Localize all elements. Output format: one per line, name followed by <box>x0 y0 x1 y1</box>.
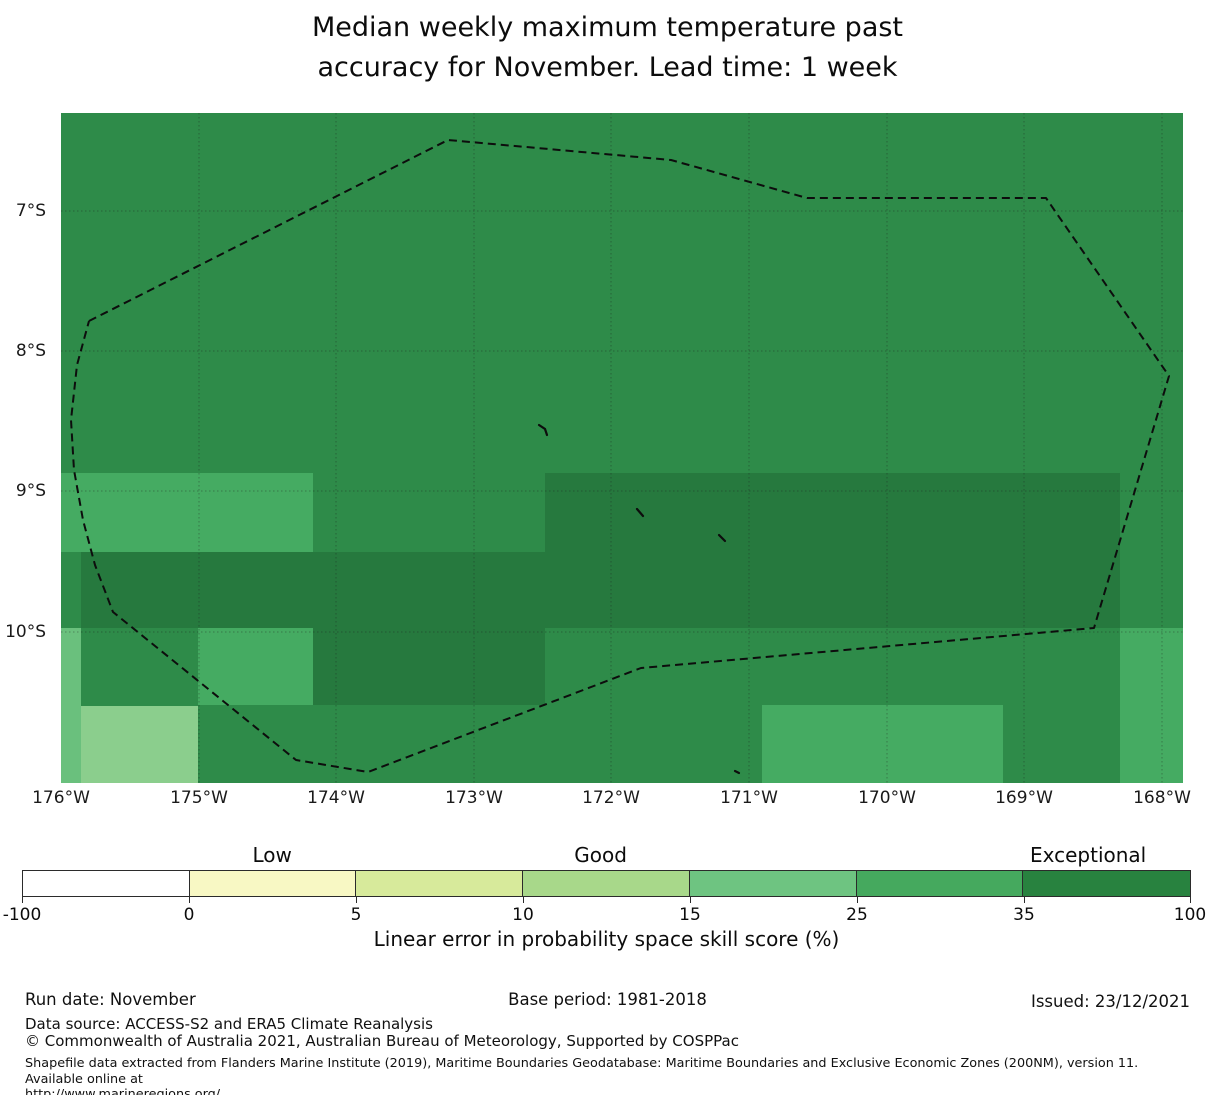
x-tick-label: 175°W <box>170 788 228 808</box>
legend-tick-label: 10 <box>512 905 534 925</box>
legend-tick-mark <box>1190 897 1191 903</box>
skill-map-canvas <box>61 113 1183 783</box>
legend-segment <box>856 871 1024 896</box>
island-mark <box>635 507 645 518</box>
legend-tick-mark <box>356 897 357 903</box>
chart-title-line2: accuracy for November. Lead time: 1 week <box>317 52 898 83</box>
legend-tick-label: 15 <box>679 905 701 925</box>
legend-segment <box>1023 871 1190 896</box>
y-tick-label: 10°S <box>5 622 46 642</box>
x-tick-label: 168°W <box>1133 788 1191 808</box>
map-cell <box>313 552 545 705</box>
y-tick-label: 9°S <box>15 481 46 501</box>
map-area <box>61 113 1183 783</box>
x-tick-label: 176°W <box>32 788 90 808</box>
map-cell <box>1120 628 1183 783</box>
y-tick-label: 7°S <box>15 201 46 221</box>
legend-tick-label: 0 <box>183 905 195 925</box>
y-tick-label: 8°S <box>15 341 46 361</box>
legend-tick-label: -100 <box>2 905 42 925</box>
legend-category-label: Good <box>574 843 627 867</box>
y-axis: 7°S 8°S 9°S 10°S <box>0 113 52 783</box>
x-axis: 176°W 175°W 174°W 173°W 172°W 171°W 170°W 169°W… <box>32 788 1191 812</box>
map-cell <box>198 628 313 705</box>
island-mark <box>733 769 741 775</box>
map-cell <box>81 552 313 628</box>
colorbar: Low Good Exceptional -100 0 5 10 15 25 35 100 Lin… <box>3 843 1207 953</box>
legend-segment <box>356 871 524 896</box>
legend-segment <box>23 871 190 896</box>
legend-category-label: Low <box>252 843 292 867</box>
colorbar-caption: Linear error in probability space skill … <box>373 927 840 951</box>
legend-tick-label: 35 <box>1013 905 1035 925</box>
x-tick-label: 171°W <box>720 788 778 808</box>
base-period: Base period: 1981-2018 <box>508 990 707 1009</box>
legend-tick-label: 100 <box>1173 905 1207 925</box>
legend-segment <box>689 871 857 896</box>
legend-tick-label: 5 <box>350 905 362 925</box>
legend-tick-mark <box>189 897 190 903</box>
legend-segment <box>189 871 357 896</box>
legend-tick-mark <box>523 897 524 903</box>
map-cell <box>81 706 198 783</box>
run-date: Run date: November <box>25 990 196 1009</box>
legend-category-label: Exceptional <box>1030 843 1147 867</box>
shapefile-note-line2: http://www.marineregions.org/. <box>25 1087 225 1095</box>
legend-tick-mark <box>1024 897 1025 903</box>
shapefile-note-line1: Shapefile data extracted from Flanders M… <box>25 1056 1139 1087</box>
chart-title: Median weekly maximum temperature past a… <box>0 8 1215 88</box>
legend-tick-mark <box>857 897 858 903</box>
issued-date: Issued: 23/12/2021 <box>1030 992 1190 1011</box>
map-cell <box>545 473 1120 628</box>
legend-tick-label: 25 <box>846 905 868 925</box>
map-cell <box>61 473 313 552</box>
colorbar-bar <box>22 870 1191 897</box>
legend-tick-mark <box>22 897 23 903</box>
data-source: Data source: ACCESS-S2 and ERA5 Climate … <box>25 1015 433 1033</box>
x-tick-label: 170°W <box>858 788 916 808</box>
chart-title-line1: Median weekly maximum temperature past <box>311 12 904 43</box>
map-cell <box>762 705 1003 783</box>
x-tick-label: 172°W <box>582 788 640 808</box>
legend-tick-mark <box>690 897 691 903</box>
map-cell <box>61 628 81 783</box>
x-tick-label: 169°W <box>995 788 1053 808</box>
colorbar-category-labels: Low Good Exceptional <box>22 843 1191 869</box>
eez-boundary <box>70 139 1170 773</box>
island-mark <box>537 423 549 437</box>
copyright: © Commonwealth of Australia 2021, Austra… <box>25 1032 739 1050</box>
x-tick-label: 174°W <box>307 788 365 808</box>
island-mark <box>717 533 727 543</box>
legend-segment <box>523 871 690 896</box>
x-tick-label: 173°W <box>445 788 503 808</box>
shapefile-note: Shapefile data extracted from Flanders M… <box>25 1056 1195 1095</box>
